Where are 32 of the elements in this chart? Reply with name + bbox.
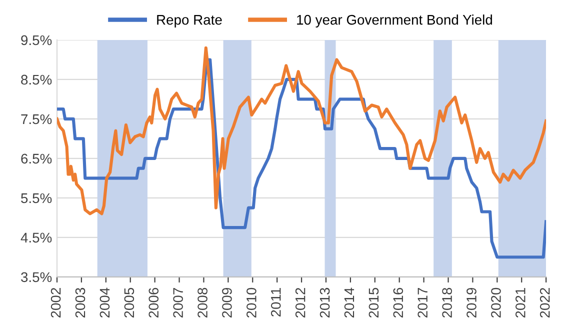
line-series	[57, 58, 546, 259]
y-tick-label: 8.5%	[21, 74, 52, 85]
x-tick-label: 2021	[516, 288, 526, 318]
x-tick-label: 2006	[148, 288, 159, 318]
x-tick-label: 2010	[246, 288, 256, 318]
x-tick-label: 2007	[173, 288, 183, 318]
x-tick-label: 2018	[442, 288, 452, 318]
line-series	[57, 46, 546, 216]
x-tick-label: 2003	[75, 288, 86, 318]
x-tick-label: 2012	[295, 288, 306, 318]
y-tick-label: 4.5%	[20, 232, 52, 243]
x-tick-label: 2017	[418, 288, 428, 318]
y-tick-label: 9.5%	[21, 35, 52, 46]
x-tick-label: 2014	[344, 288, 354, 318]
x-tick-label: 2009	[222, 288, 232, 318]
x-tick-label: 2020	[491, 288, 501, 318]
x-tick-label: 2022	[540, 288, 550, 318]
y-tick-label: 3.5%	[21, 272, 52, 282]
y-tick-label: 7.5%	[21, 114, 52, 124]
x-tick-label: 2011	[270, 288, 281, 316]
x-tick-label: 2019	[466, 288, 476, 318]
y-tick-label: 5.5%	[21, 193, 52, 204]
x-tick-label: 2016	[393, 288, 404, 318]
x-tick-label: 2004	[100, 288, 110, 318]
x-tick-label: 2002	[50, 288, 61, 318]
legend-label: 10 year Government Bond Yield	[297, 14, 492, 28]
legend-label: Repo Rate	[157, 15, 222, 28]
x-tick-label: 2013	[320, 288, 330, 318]
x-tick-label: 2008	[198, 288, 208, 318]
x-tick-label: 2015	[368, 288, 379, 318]
y-tick-label: 6.5%	[21, 154, 52, 164]
x-tick-label: 2005	[124, 288, 134, 318]
